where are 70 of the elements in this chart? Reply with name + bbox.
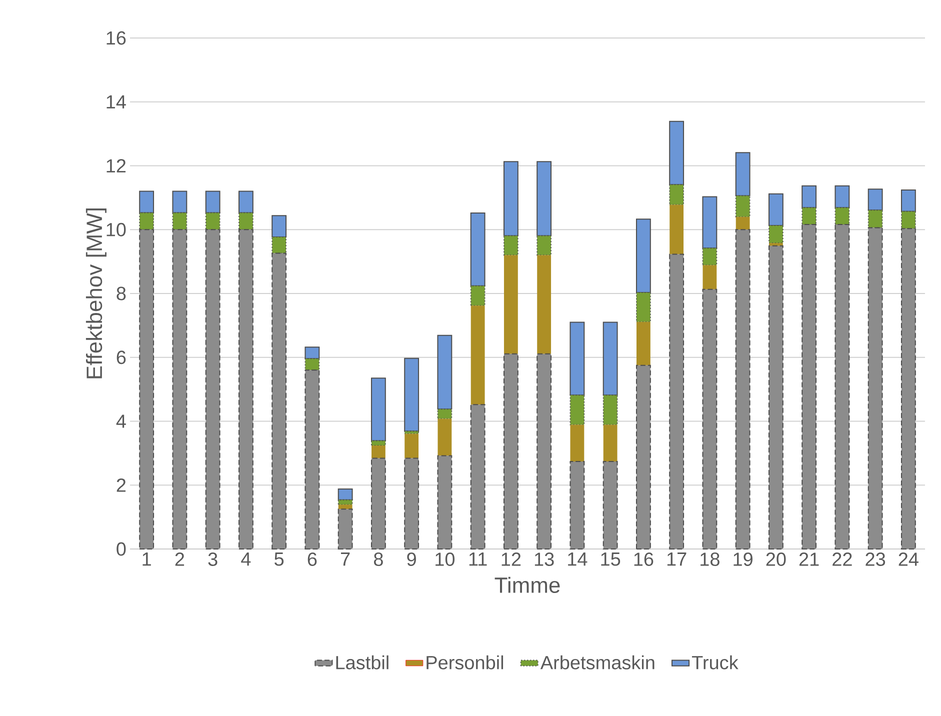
y-tick-label: 2	[116, 478, 126, 492]
x-tick-label: 9	[407, 552, 416, 566]
y-tick-label: 10	[106, 222, 126, 236]
bar	[636, 322, 650, 366]
x-tick-label: 8	[374, 552, 383, 566]
x-tick-label: 22	[832, 552, 852, 566]
y-tick-label: 12	[106, 159, 126, 172]
bar	[536, 353, 552, 550]
x-tick-label: 24	[898, 552, 918, 566]
x-tick-label: 1	[142, 552, 151, 566]
x-tick-label: 5	[274, 552, 284, 566]
x-tick-label: 19	[734, 552, 752, 566]
x-axis-title: Timme	[494, 576, 560, 594]
bar	[735, 229, 750, 550]
bar	[503, 353, 518, 550]
x-tick-label: 21	[799, 552, 819, 566]
bar	[370, 458, 386, 550]
x-tick-label: 15	[601, 552, 620, 566]
x-tick-label: 10	[436, 552, 455, 566]
x-tick-label: 11	[469, 552, 487, 566]
bar	[669, 254, 684, 550]
x-tick-label: 14	[568, 552, 588, 566]
bar	[338, 488, 353, 500]
x-tick-label: 16	[634, 552, 654, 566]
y-tick-label: 8	[116, 286, 126, 300]
bar	[670, 204, 684, 254]
y-tick-label: 6	[116, 350, 126, 364]
bar	[736, 216, 750, 230]
bar	[702, 288, 718, 550]
bar	[602, 460, 618, 550]
legend-label: Arbetsmaskin	[540, 655, 654, 670]
x-tick-label: 20	[766, 552, 786, 566]
x-tick-label: 4	[241, 552, 251, 566]
x-tick-label: 7	[341, 552, 350, 566]
x-tick-label: 23	[866, 552, 886, 566]
bar	[338, 508, 353, 550]
bar	[338, 504, 352, 510]
bar	[702, 265, 717, 290]
legend-label: Truck	[692, 655, 738, 670]
bar	[636, 364, 651, 550]
x-tick-label: 17	[667, 552, 686, 566]
bar	[570, 460, 585, 550]
x-tick-label: 12	[502, 552, 521, 566]
legend-label: Lastbil	[336, 655, 388, 670]
y-axis-title: Effektbehov [MW]	[86, 208, 106, 378]
legend-label: Personbil	[426, 655, 504, 670]
y-tick-label: 16	[106, 31, 126, 45]
x-tick-label: 6	[308, 552, 317, 566]
x-tick-label: 3	[208, 552, 218, 566]
bar	[371, 446, 386, 458]
bar	[437, 455, 452, 550]
bar	[404, 434, 419, 458]
x-tick-label: 18	[700, 552, 720, 566]
bar	[404, 458, 420, 550]
x-tick-label: 2	[175, 552, 184, 566]
bar	[603, 424, 618, 462]
bar	[570, 424, 584, 462]
bar	[404, 358, 420, 432]
y-tick-label: 0	[116, 542, 126, 556]
bar	[537, 255, 552, 354]
bar	[504, 255, 518, 354]
bar	[768, 245, 784, 550]
bar	[438, 418, 452, 456]
y-tick-label: 4	[116, 414, 126, 428]
y-tick-label: 14	[106, 95, 126, 108]
bar	[470, 306, 485, 405]
bar	[470, 404, 486, 550]
bar	[768, 243, 783, 246]
x-tick-label: 13	[534, 552, 554, 566]
bar	[370, 378, 386, 442]
